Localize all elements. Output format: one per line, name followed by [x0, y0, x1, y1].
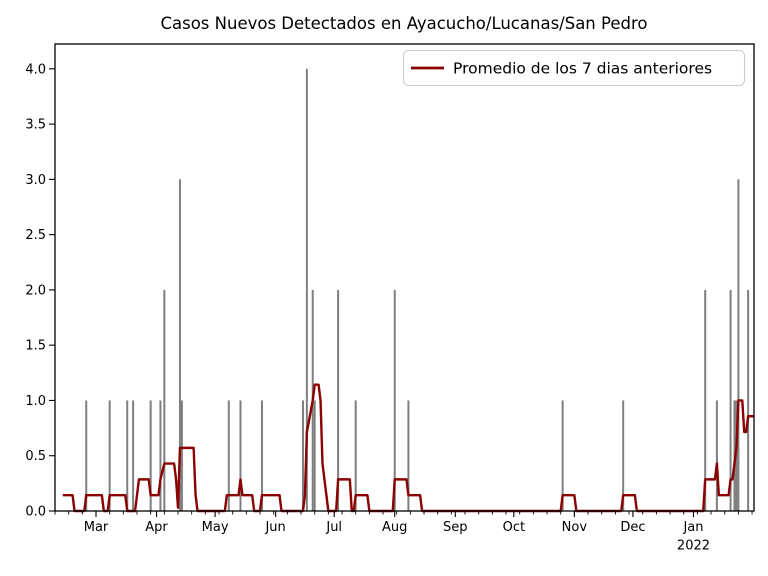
daily-case-bar	[180, 400, 183, 511]
daily-case-bar	[393, 289, 396, 511]
y-tick-label: 3.0	[25, 173, 46, 188]
daily-case-bar	[561, 400, 564, 511]
daily-case-bar	[313, 400, 316, 511]
y-tick-label: 1.5	[25, 339, 46, 354]
daily-case-bar	[407, 400, 410, 511]
daily-case-bar	[729, 289, 732, 511]
x-tick-label: Oct	[503, 520, 525, 535]
daily-case-bar	[622, 400, 625, 511]
y-tick-label: 0.0	[25, 505, 46, 520]
daily-case-bar	[108, 400, 111, 511]
legend-label: Promedio de los 7 dias anteriores	[453, 60, 712, 78]
x-tick-label: Jun	[264, 520, 285, 535]
x-tick-label: Nov	[562, 520, 588, 535]
daily-case-bar	[178, 179, 181, 512]
daily-case-bar	[163, 289, 166, 511]
legend-box	[402, 49, 746, 87]
seven-day-average-line	[62, 383, 754, 513]
x-tick-label: May	[202, 520, 229, 535]
daily-case-bar	[305, 68, 308, 511]
daily-case-bar	[239, 400, 242, 511]
y-tick-label: 2.5	[25, 228, 46, 243]
daily-case-bar	[704, 289, 707, 511]
daily-case-bar	[85, 400, 88, 511]
daily-case-bar	[715, 400, 718, 511]
legend: Promedio de los 7 dias anteriores	[402, 49, 746, 87]
x-tick-label: Sep	[443, 520, 468, 535]
y-tick-label: 0.5	[25, 449, 46, 464]
x-tick-label: Jul	[325, 520, 342, 535]
x-tick-label: Dec	[620, 520, 645, 535]
daily-case-bar	[337, 289, 340, 511]
y-tick-label: 4.0	[25, 62, 46, 77]
x-tick-label: Jan	[682, 520, 703, 535]
x-tick-year-label: 2022	[677, 539, 710, 554]
x-tick-label: Mar	[84, 520, 109, 535]
daily-case-bar	[126, 400, 129, 511]
y-tick-label: 3.5	[25, 118, 46, 133]
chart-title: Casos Nuevos Detectados en Ayacucho/Luca…	[160, 14, 647, 33]
daily-case-bar	[159, 400, 162, 511]
plot-border	[54, 43, 755, 512]
daily-cases-bars	[85, 68, 750, 512]
daily-case-bar	[149, 400, 152, 511]
daily-case-bar	[747, 289, 750, 511]
x-tick-label: Apr	[145, 520, 168, 535]
y-tick-label: 2.0	[25, 283, 46, 298]
daily-case-bar	[132, 400, 135, 511]
axes: Mar Apr May Jun Jul Aug Sep Oct Nov Dec Jan 2022 0.0…	[25, 43, 755, 554]
daily-case-bar	[260, 400, 263, 511]
daily-case-bar	[737, 179, 740, 512]
daily-case-bar	[227, 400, 230, 511]
x-tick-label: Aug	[382, 520, 407, 535]
y-tick-label: 1.0	[25, 394, 46, 409]
daily-case-bar	[301, 400, 304, 511]
average-line-path	[62, 383, 754, 513]
daily-case-bar	[354, 400, 357, 511]
